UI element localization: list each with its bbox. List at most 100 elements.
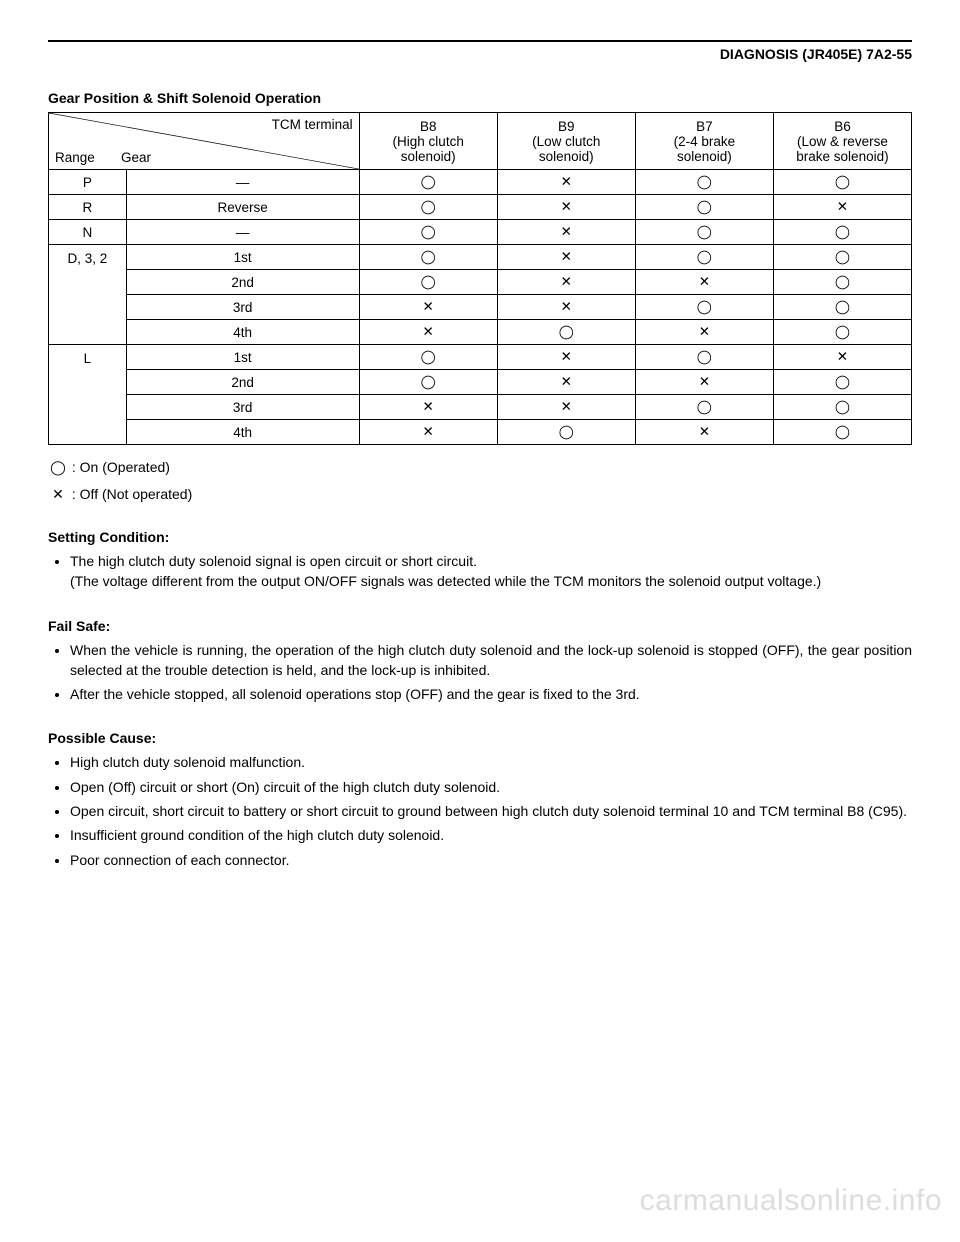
col-b9-l3: solenoid): [539, 149, 594, 164]
legend: ◯ : On (Operated) ✕ : Off (Not operated): [48, 459, 912, 503]
failsafe-item1: When the vehicle is running, the operati…: [70, 640, 912, 681]
col-b7-l2: (2-4 brake: [674, 134, 736, 149]
col-b8-l1: B8: [420, 119, 437, 134]
range-cell: L: [49, 345, 127, 445]
b6-cell: ◯: [773, 245, 911, 270]
diag-range-label: Range: [55, 150, 95, 165]
table-row: 3rd✕✕◯◯: [49, 395, 912, 420]
b9-cell: ◯: [497, 320, 635, 345]
table-row: RReverse◯✕◯✕: [49, 195, 912, 220]
b9-cell: ✕: [497, 220, 635, 245]
range-cell: N: [49, 220, 127, 245]
b7-cell: ◯: [635, 170, 773, 195]
b8-cell: ✕: [359, 420, 497, 445]
failsafe-section: Fail Safe: When the vehicle is running, …: [48, 618, 912, 705]
cause-item5: Poor connection of each connector.: [70, 850, 912, 870]
b6-cell: ◯: [773, 220, 911, 245]
diag-top-label: TCM terminal: [272, 117, 353, 132]
b6-cell: ◯: [773, 395, 911, 420]
col-b7-l1: B7: [696, 119, 713, 134]
range-cell: P: [49, 170, 127, 195]
b6-cell: ◯: [773, 295, 911, 320]
b6-cell: ✕: [773, 195, 911, 220]
b8-cell: ◯: [359, 345, 497, 370]
cause-item3: Open circuit, short circuit to battery o…: [70, 801, 912, 821]
legend-on-text: : On (Operated): [72, 459, 170, 475]
b7-cell: ◯: [635, 395, 773, 420]
b7-cell: ◯: [635, 295, 773, 320]
col-b6: B6 (Low & reverse brake solenoid): [773, 113, 911, 170]
cause-section: Possible Cause: High clutch duty solenoi…: [48, 730, 912, 869]
table-row: L1st◯✕◯✕: [49, 345, 912, 370]
b7-cell: ✕: [635, 270, 773, 295]
b9-cell: ✕: [497, 370, 635, 395]
table-row: 2nd◯✕✕◯: [49, 370, 912, 395]
b8-cell: ✕: [359, 395, 497, 420]
diag-header: TCM terminal Range Gear: [49, 113, 360, 170]
gear-cell: 4th: [126, 420, 359, 445]
gear-cell: 2nd: [126, 370, 359, 395]
col-b9-l1: B9: [558, 119, 575, 134]
b6-cell: ◯: [773, 170, 911, 195]
b6-cell: ✕: [773, 345, 911, 370]
range-cell: D, 3, 2: [49, 245, 127, 345]
cause-item1: High clutch duty solenoid malfunction.: [70, 752, 912, 772]
b6-cell: ◯: [773, 270, 911, 295]
col-b8-l3: solenoid): [401, 149, 456, 164]
b7-cell: ✕: [635, 420, 773, 445]
setting-section: Setting Condition: The high clutch duty …: [48, 529, 912, 592]
col-b9-l2: (Low clutch: [532, 134, 600, 149]
col-b9: B9 (Low clutch solenoid): [497, 113, 635, 170]
col-b6-l2: (Low & reverse: [797, 134, 888, 149]
table-row: 4th✕◯✕◯: [49, 420, 912, 445]
b6-cell: ◯: [773, 420, 911, 445]
failsafe-item2: After the vehicle stopped, all solenoid …: [70, 684, 912, 704]
col-b6-l1: B6: [834, 119, 851, 134]
col-b7: B7 (2-4 brake solenoid): [635, 113, 773, 170]
b8-cell: ◯: [359, 220, 497, 245]
setting-heading: Setting Condition:: [48, 529, 912, 545]
gear-cell: Reverse: [126, 195, 359, 220]
gear-cell: 1st: [126, 345, 359, 370]
legend-off-text: : Off (Not operated): [72, 486, 192, 502]
b9-cell: ✕: [497, 345, 635, 370]
b9-cell: ✕: [497, 245, 635, 270]
failsafe-heading: Fail Safe:: [48, 618, 912, 634]
b8-cell: ◯: [359, 170, 497, 195]
b9-cell: ✕: [497, 395, 635, 420]
col-b8: B8 (High clutch solenoid): [359, 113, 497, 170]
setting-item1b: (The voltage different from the output O…: [70, 573, 821, 589]
table-row: P—◯✕◯◯: [49, 170, 912, 195]
b9-cell: ✕: [497, 270, 635, 295]
b7-cell: ✕: [635, 370, 773, 395]
table-row: 4th✕◯✕◯: [49, 320, 912, 345]
gear-cell: —: [126, 170, 359, 195]
b6-cell: ◯: [773, 320, 911, 345]
b6-cell: ◯: [773, 370, 911, 395]
solenoid-table: TCM terminal Range Gear B8 (High clutch …: [48, 112, 912, 445]
b7-cell: ◯: [635, 345, 773, 370]
b8-cell: ✕: [359, 320, 497, 345]
header-rule: [48, 40, 912, 42]
legend-on: ◯ : On (Operated): [48, 459, 912, 476]
cause-item2: Open (Off) circuit or short (On) circuit…: [70, 777, 912, 797]
table-title: Gear Position & Shift Solenoid Operation: [48, 90, 912, 106]
cause-heading: Possible Cause:: [48, 730, 912, 746]
range-cell: R: [49, 195, 127, 220]
gear-cell: 4th: [126, 320, 359, 345]
b8-cell: ◯: [359, 245, 497, 270]
table-body: P—◯✕◯◯RReverse◯✕◯✕N—◯✕◯◯D, 3, 21st◯✕◯◯2n…: [49, 170, 912, 445]
table-row: N—◯✕◯◯: [49, 220, 912, 245]
legend-off: ✕ : Off (Not operated): [48, 486, 912, 503]
gear-cell: —: [126, 220, 359, 245]
b9-cell: ✕: [497, 195, 635, 220]
cross-icon: ✕: [48, 486, 68, 503]
setting-item1: The high clutch duty solenoid signal is …: [70, 553, 477, 569]
b9-cell: ✕: [497, 295, 635, 320]
b7-cell: ◯: [635, 195, 773, 220]
table-row: 3rd✕✕◯◯: [49, 295, 912, 320]
page-header: DIAGNOSIS (JR405E) 7A2-55: [48, 46, 912, 62]
gear-cell: 1st: [126, 245, 359, 270]
circle-icon: ◯: [48, 459, 68, 476]
b8-cell: ◯: [359, 370, 497, 395]
